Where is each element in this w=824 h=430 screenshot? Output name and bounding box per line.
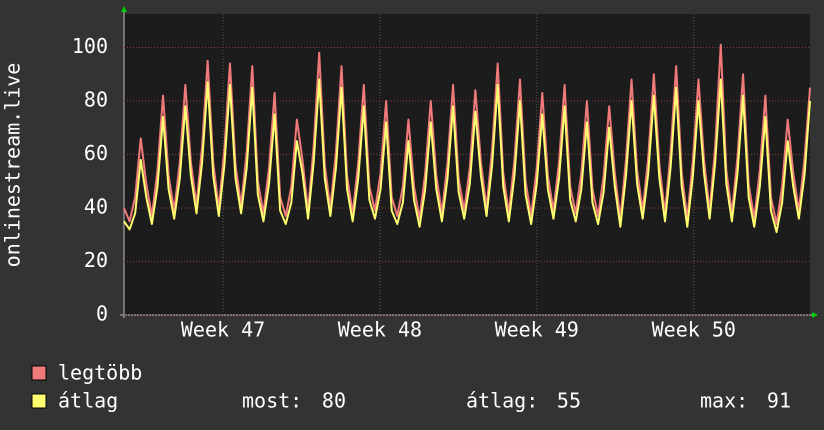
stat-label: átlag: — [466, 389, 538, 413]
legend-label: átlag — [58, 389, 118, 413]
y-tick-label: 100 — [72, 34, 108, 58]
y-tick-label: 80 — [84, 87, 108, 111]
stat-value: 80 — [322, 389, 346, 413]
x-tick-label: Week 50 — [652, 318, 736, 342]
stat-value: 91 — [767, 389, 791, 413]
y-tick-label: 0 — [96, 302, 108, 326]
stat-label: max: — [700, 389, 748, 413]
x-tick-label: Week 48 — [338, 318, 422, 342]
x-tick-label: Week 47 — [181, 318, 265, 342]
legend-swatch — [31, 365, 47, 381]
legend-swatch — [31, 393, 47, 409]
stat-label: most: — [242, 389, 302, 413]
plot-area — [124, 14, 810, 315]
x-arrow — [812, 312, 818, 318]
y-axis-title: onlinestream.live — [1, 63, 25, 268]
stat-value: 55 — [557, 389, 581, 413]
y-tick-label: 20 — [84, 248, 108, 272]
legend-label: legtöbb — [58, 361, 142, 385]
series-line — [123, 78, 811, 234]
y-tick-label: 40 — [84, 194, 108, 218]
y-arrow — [121, 6, 127, 12]
y-tick-label: 60 — [84, 141, 108, 165]
series-line — [123, 43, 811, 226]
x-tick-label: Week 49 — [495, 318, 579, 342]
